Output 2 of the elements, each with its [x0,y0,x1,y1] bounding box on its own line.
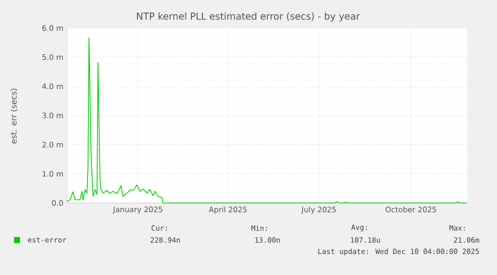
chart-title: NTP kernel PLL estimated error (secs) - by year [137,12,360,22]
y-axis-title: est. err (secs) [10,88,18,144]
